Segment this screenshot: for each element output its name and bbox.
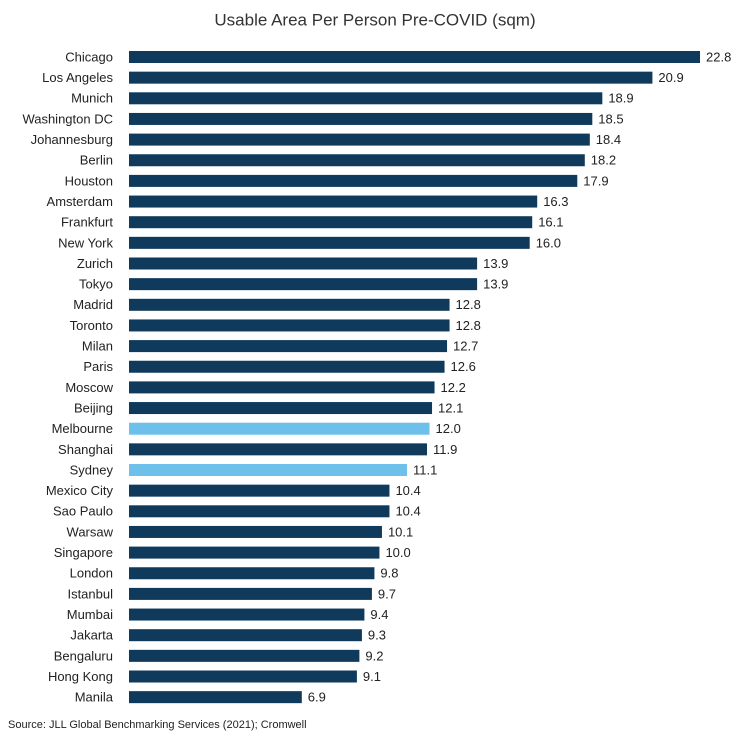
bar [129,236,530,249]
value-label: 10.0 [385,545,410,560]
value-label: 18.4 [596,132,621,147]
category-label: Beijing [74,400,113,415]
bar [129,525,382,538]
bar [129,587,372,600]
category-label: Washington DC [22,111,113,126]
bar [129,319,450,332]
value-label: 12.6 [451,359,476,374]
bar [129,92,603,105]
category-label: Bengaluru [54,648,113,663]
category-label: Berlin [80,153,113,168]
category-label: Sydney [70,462,114,477]
category-label: Moscow [65,380,113,395]
bar [129,112,593,125]
bar [129,464,407,476]
category-label: Chicago [65,49,113,64]
category-label: London [70,566,113,581]
bar [129,71,653,84]
category-label: Paris [83,359,113,374]
category-label: Amsterdam [47,194,113,209]
value-label: 16.1 [538,215,563,230]
value-label: 22.8 [706,49,731,64]
bar [129,649,360,662]
category-label: Los Angeles [42,70,113,85]
category-label: Hong Kong [48,669,113,684]
bar [129,174,578,187]
category-label: Melbourne [52,421,113,436]
value-label: 11.1 [413,462,437,477]
value-label: 9.4 [370,607,388,622]
bar [129,257,478,270]
value-label: 12.1 [438,400,463,415]
value-label: 18.5 [598,111,623,126]
value-label: 13.9 [483,277,508,292]
chart-title: Usable Area Per Person Pre-COVID (sqm) [214,10,535,29]
value-label: 18.2 [591,153,616,168]
bar [129,381,435,394]
category-label: Tokyo [79,277,113,292]
value-label: 9.7 [378,586,396,601]
category-label: Istanbul [67,586,113,601]
bar [129,505,390,518]
bar [129,691,302,704]
value-label: 9.1 [363,669,381,684]
category-label: Warsaw [67,524,114,539]
category-label: Toronto [70,318,113,333]
category-label: Milan [82,339,113,354]
source-note: Source: JLL Global Benchmarking Services… [8,719,307,731]
category-label: New York [58,235,113,250]
value-label: 20.9 [658,70,683,85]
value-label: 16.3 [543,194,568,209]
bar [129,629,362,642]
category-label: Mumbai [67,607,113,622]
category-label: Mexico City [46,483,114,498]
bar [129,133,590,146]
bar [129,51,700,63]
value-label: 18.9 [608,91,633,106]
category-label: Munich [71,91,113,106]
bar [129,567,375,580]
bar [129,278,478,291]
bar [129,360,445,373]
value-label: 10.4 [395,483,420,498]
bar [129,546,380,559]
category-label: Johannesburg [31,132,113,147]
bar [129,402,433,415]
value-label: 12.0 [436,421,461,436]
value-label: 12.2 [441,380,466,395]
value-label: 9.3 [368,628,386,643]
bar [129,670,357,683]
bar [129,484,390,497]
value-label: 12.8 [456,318,481,333]
bar [129,154,585,167]
category-label: Manila [75,690,114,705]
value-label: 12.7 [453,339,478,354]
value-label: 13.9 [483,256,508,271]
value-label: 9.8 [380,566,398,581]
bar [129,195,538,208]
value-label: 10.1 [388,524,413,539]
category-label: Sao Paulo [53,504,113,519]
value-label: 10.4 [395,504,420,519]
category-label: Zurich [77,256,113,271]
value-label: 9.2 [365,648,383,663]
value-label: 11.9 [433,442,457,457]
value-label: 12.8 [456,297,481,312]
value-label: 6.9 [308,690,326,705]
bar [129,422,430,435]
bar [129,216,533,229]
bar [129,443,428,456]
category-label: Shanghai [58,442,113,457]
category-label: Frankfurt [61,215,113,230]
value-label: 17.9 [583,173,608,188]
category-label: Madrid [73,297,113,312]
category-label: Houston [65,173,113,188]
category-label: Jakarta [70,628,113,643]
category-label: Singapore [54,545,113,560]
bar [129,340,448,353]
bar [129,298,450,311]
bar [129,608,365,621]
value-label: 16.0 [536,235,561,250]
